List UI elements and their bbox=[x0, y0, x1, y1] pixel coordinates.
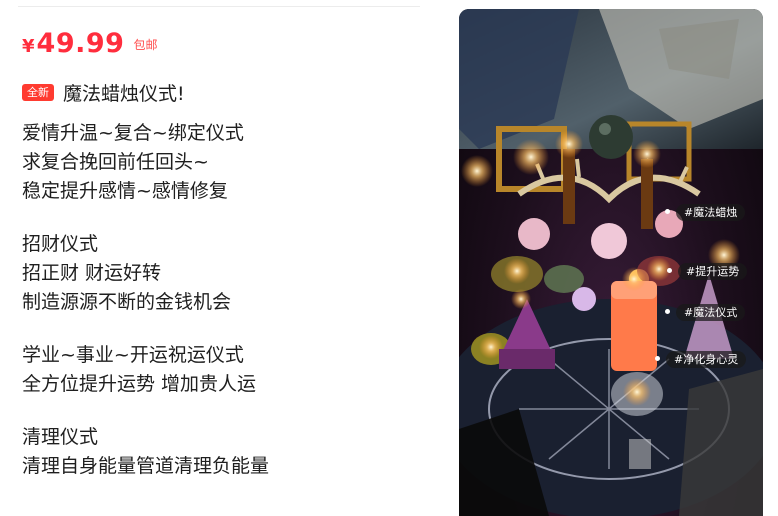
image-tag-fortune[interactable]: #提升运势 bbox=[678, 263, 748, 280]
tag-dot bbox=[655, 356, 660, 361]
title-row: 全新 魔法蜡烛仪式! bbox=[22, 79, 432, 105]
description-line: 爱情升温~复合~绑定仪式 bbox=[22, 122, 244, 144]
top-divider bbox=[18, 6, 420, 7]
description-section: 学业~事业~开运祝运仪式 全方位提升运势 增加贵人运 bbox=[22, 341, 432, 399]
description-section: 清理仪式 清理自身能量管道清理负能量 bbox=[22, 423, 432, 481]
price-row: ¥49.99 包邮 bbox=[22, 28, 432, 59]
description-line: 招正财 财运好转 bbox=[22, 262, 162, 284]
price-value: 49.99 bbox=[36, 28, 125, 59]
new-badge: 全新 bbox=[22, 83, 54, 101]
image-tag-candle[interactable]: #魔法蜡烛 bbox=[676, 204, 746, 221]
description-line: 制造源源不断的金钱机会 bbox=[22, 291, 232, 313]
description-section: 招财仪式 招正财 财运好转 制造源源不断的金钱机会 bbox=[22, 230, 432, 317]
currency-symbol: ¥ bbox=[22, 36, 35, 57]
description-line: 稳定提升感情~感情修复 bbox=[22, 180, 228, 202]
tag-dot bbox=[665, 209, 670, 214]
product-info: ¥49.99 包邮 全新 魔法蜡烛仪式! 爱情升温~复合~绑定仪式 求复合挽回前… bbox=[22, 28, 432, 505]
description-line: 招财仪式 bbox=[22, 233, 99, 255]
description-line: 清理仪式 bbox=[22, 426, 99, 448]
product-title: 魔法蜡烛仪式! bbox=[63, 82, 185, 105]
image-tag-ritual[interactable]: #魔法仪式 bbox=[676, 304, 746, 321]
free-shipping-label: 包邮 bbox=[133, 38, 158, 52]
tag-dot bbox=[665, 309, 670, 314]
tag-dot bbox=[667, 268, 672, 273]
product-photo[interactable]: #魔法蜡烛 #提升运势 #魔法仪式 #净化身心灵 bbox=[459, 9, 763, 516]
description-line: 清理自身能量管道清理负能量 bbox=[22, 455, 270, 477]
description-line: 求复合挽回前任回头~ bbox=[22, 151, 209, 173]
price: ¥49.99 bbox=[22, 28, 124, 59]
description-section: 爱情升温~复合~绑定仪式 求复合挽回前任回头~ 稳定提升感情~感情修复 bbox=[22, 119, 432, 206]
description-line: 全方位提升运势 增加贵人运 bbox=[22, 373, 257, 395]
product-description: 爱情升温~复合~绑定仪式 求复合挽回前任回头~ 稳定提升感情~感情修复 招财仪式… bbox=[22, 119, 432, 481]
image-tag-purify[interactable]: #净化身心灵 bbox=[666, 351, 747, 368]
description-line: 学业~事业~开运祝运仪式 bbox=[22, 344, 244, 366]
